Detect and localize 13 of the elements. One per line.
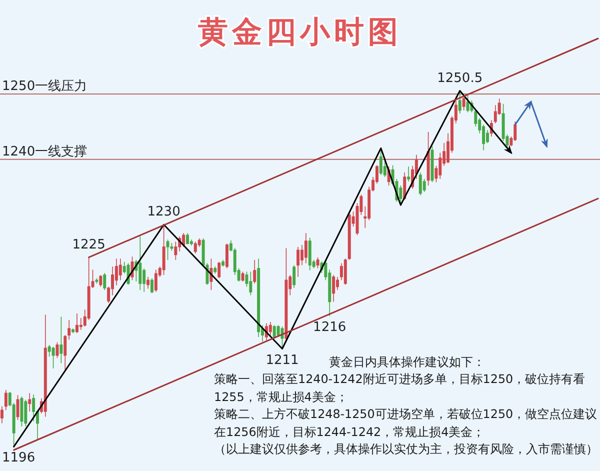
ref-line-label: 1240一线支撑 xyxy=(2,144,88,160)
annotation: 1211 xyxy=(266,352,299,368)
annotation: 1230 xyxy=(147,204,180,220)
annotation: （以上建议仅供参考，具体操作以实仗为主，投资有风险，入市需谨慎） xyxy=(214,441,599,458)
annotation: 1196 xyxy=(2,450,36,466)
annotation: 策略一、回落至1240-1242附近可进场多单，目标1250，破位持有看1255，常规止损4美金； xyxy=(214,371,586,406)
annotation: 策略二、上方不破1248-1250可进场空单，若破位1250，做空点位建议在1256附近，目标1244-1242，常规止损4美金； xyxy=(214,406,598,441)
annotation: 1250.5 xyxy=(437,70,483,86)
annotation: 1225 xyxy=(72,237,106,252)
ref-line-label: 1250一线压力 xyxy=(2,79,88,94)
annotation: 1216 xyxy=(313,320,346,336)
annotation: 黄金日内具体操作建议如下： xyxy=(329,355,485,369)
chart-title: 黄金四小时图 xyxy=(198,15,402,50)
